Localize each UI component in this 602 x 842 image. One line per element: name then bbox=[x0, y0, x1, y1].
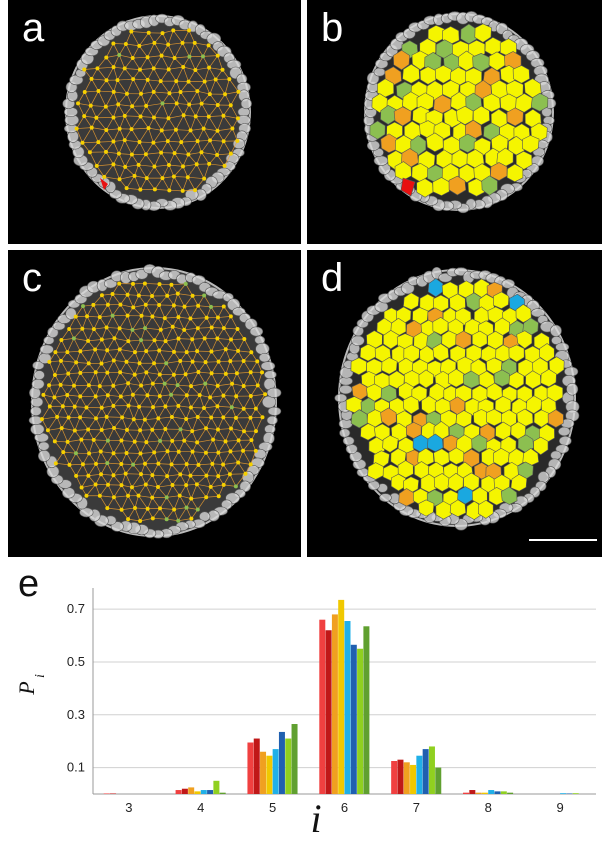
x-tick-label: 4 bbox=[197, 800, 204, 815]
chart-svg: 0.1 0.3 0.5 0.7 3 4 5 6 7 8 9 Pi i bbox=[0, 560, 602, 837]
bar bbox=[220, 793, 226, 794]
bar bbox=[429, 746, 435, 794]
bar bbox=[410, 765, 416, 794]
bar bbox=[423, 749, 429, 794]
bar bbox=[560, 793, 566, 794]
bar bbox=[363, 626, 369, 794]
bar bbox=[254, 739, 260, 794]
bar bbox=[279, 732, 285, 794]
x-tick-label: 7 bbox=[413, 800, 420, 815]
bar bbox=[292, 724, 298, 794]
bar bbox=[110, 793, 116, 794]
y-axis-label-subscript: i bbox=[33, 674, 48, 678]
bar bbox=[351, 645, 357, 794]
y-tick-label: 0.7 bbox=[67, 601, 85, 616]
x-tick-label: 8 bbox=[485, 800, 492, 815]
x-axis-label: i bbox=[310, 796, 321, 837]
bar bbox=[213, 781, 219, 794]
panel-a: a bbox=[8, 0, 301, 244]
bar bbox=[338, 600, 344, 794]
voronoi-image-b bbox=[307, 0, 602, 244]
bar bbox=[326, 630, 332, 794]
y-tick-label: 0.3 bbox=[67, 707, 85, 722]
bar bbox=[404, 762, 410, 794]
triangulation-image-a bbox=[8, 0, 301, 244]
x-tick-label: 6 bbox=[341, 800, 348, 815]
panel-c: c bbox=[8, 250, 301, 557]
bar bbox=[182, 789, 188, 794]
x-tick-label: 3 bbox=[125, 800, 132, 815]
bar bbox=[357, 649, 363, 794]
bar bbox=[507, 793, 513, 794]
bar bbox=[285, 739, 291, 794]
panel-b: b bbox=[307, 0, 602, 244]
bar bbox=[463, 793, 469, 794]
bar bbox=[260, 752, 266, 794]
bar bbox=[476, 793, 482, 794]
bar bbox=[176, 790, 182, 794]
y-axis-label: P bbox=[14, 681, 39, 695]
bar bbox=[566, 793, 572, 794]
bar bbox=[345, 621, 351, 794]
bar bbox=[397, 760, 403, 794]
bar bbox=[469, 790, 475, 794]
bar bbox=[104, 793, 110, 794]
voronoi-image-d bbox=[307, 250, 602, 557]
bar bbox=[194, 791, 200, 794]
bar bbox=[188, 787, 194, 794]
x-tick-label: 5 bbox=[269, 800, 276, 815]
bar bbox=[573, 793, 579, 794]
panel-label-a: a bbox=[22, 8, 44, 48]
bar bbox=[247, 743, 253, 795]
panel-d: d bbox=[307, 250, 602, 557]
panel-label-d: d bbox=[321, 258, 343, 298]
y-tick-label: 0.1 bbox=[67, 760, 85, 775]
bar bbox=[488, 790, 494, 794]
bar bbox=[435, 768, 441, 794]
bar bbox=[207, 790, 213, 794]
x-tick-label: 9 bbox=[556, 800, 563, 815]
bar bbox=[332, 614, 338, 794]
bar bbox=[266, 756, 272, 794]
bar bbox=[273, 749, 279, 794]
panel-label-b: b bbox=[321, 8, 343, 48]
bar bbox=[482, 793, 488, 794]
bar bbox=[319, 620, 325, 794]
bar bbox=[495, 791, 501, 794]
bar bbox=[416, 756, 422, 794]
panel-label-c: c bbox=[22, 258, 42, 298]
triangulation-image-c bbox=[8, 250, 301, 557]
y-tick-label: 0.5 bbox=[67, 654, 85, 669]
bar bbox=[501, 791, 507, 794]
bar bbox=[391, 761, 397, 794]
bar bbox=[201, 790, 207, 794]
